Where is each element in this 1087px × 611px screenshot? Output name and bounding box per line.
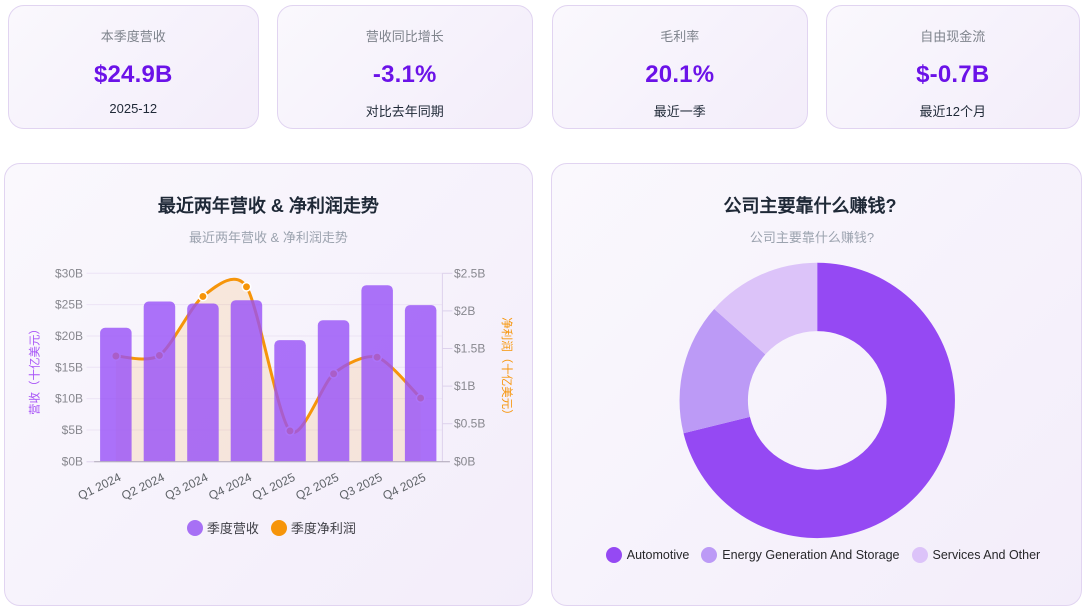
svg-text:营收（十亿美元）: 营收（十亿美元） [27,323,41,415]
svg-text:$20B: $20B [54,329,82,343]
svg-text:$2B: $2B [454,304,475,318]
svg-text:$2.5B: $2.5B [454,266,485,280]
svg-text:$0B: $0B [454,454,475,468]
svg-text:Q3 2025: Q3 2025 [336,470,384,503]
svg-text:$1.5B: $1.5B [454,342,485,356]
svg-text:Q4 2024: Q4 2024 [206,470,254,503]
svg-text:$15B: $15B [54,360,82,374]
svg-text:净利润（十亿美元）: 净利润（十亿美元） [499,317,513,421]
svg-text:$25B: $25B [54,298,82,312]
svg-text:Q3 2024: Q3 2024 [162,470,210,503]
svg-text:$0.5B: $0.5B [454,417,485,431]
svg-text:Q1 2024: Q1 2024 [75,470,123,503]
svg-text:Q4 2025: Q4 2025 [380,470,428,503]
svg-text:$5B: $5B [61,423,82,437]
svg-text:$30B: $30B [54,266,82,280]
svg-text:Q1 2025: Q1 2025 [249,470,297,503]
svg-text:$10B: $10B [54,392,82,406]
svg-text:Q2 2025: Q2 2025 [293,470,341,503]
svg-text:$1B: $1B [454,379,475,393]
svg-text:$0B: $0B [61,454,82,468]
svg-text:Q2 2024: Q2 2024 [119,470,167,503]
